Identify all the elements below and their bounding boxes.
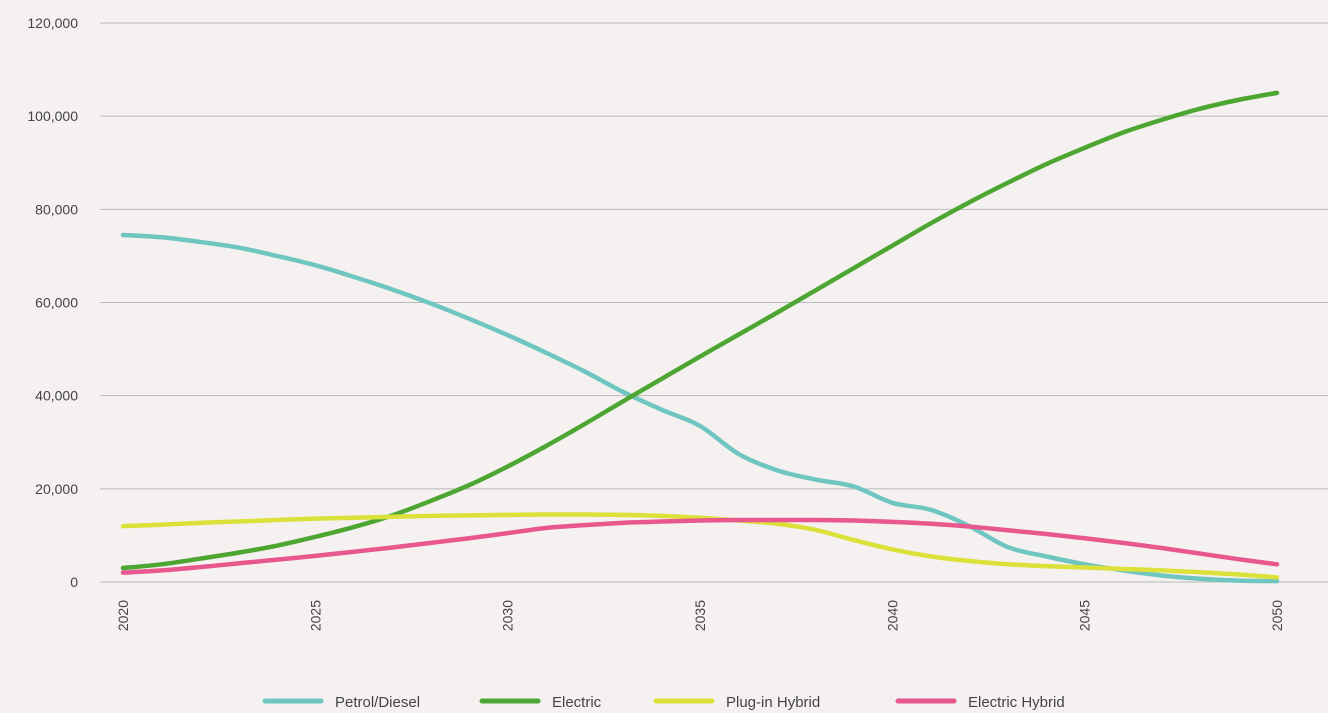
- x-tick-label: 2030: [500, 600, 516, 631]
- legend-item-electric-hybrid: Electric Hybrid: [895, 694, 1065, 711]
- series-line-electric-hybrid: [120, 517, 1280, 575]
- y-tick-label: 80,000: [35, 201, 78, 217]
- legend-item-plug-in-hybrid: Plug-in Hybrid: [653, 694, 820, 711]
- series-line-plug-in-hybrid: [120, 512, 1280, 580]
- x-tick-label: 2045: [1077, 600, 1093, 631]
- series-line-petrol-diesel: [120, 232, 1280, 584]
- y-tick-label: 100,000: [27, 108, 78, 124]
- x-tick-label: 2040: [884, 600, 900, 631]
- y-tick-label: 40,000: [35, 388, 78, 404]
- x-tick-label: 2025: [307, 600, 323, 631]
- series-line-electric: [120, 90, 1280, 571]
- y-tick-label: 0: [70, 574, 78, 590]
- legend-label: Electric: [552, 694, 602, 711]
- y-tick-label: 120,000: [27, 15, 78, 31]
- legend-item-electric: Electric: [479, 694, 602, 711]
- legend: Petrol/Diesel Electric Plug-in Hybrid Elect…: [262, 694, 1065, 711]
- y-tick-label: 60,000: [35, 295, 78, 311]
- legend-item-petrol-diesel: Petrol/Diesel: [262, 694, 420, 711]
- legend-label: Electric Hybrid: [968, 694, 1065, 711]
- x-tick-label: 2035: [692, 600, 708, 631]
- x-tick-label: 2020: [115, 600, 131, 631]
- series-lines: [120, 90, 1280, 584]
- x-axis-ticks: 2020 2025 2030 2035 2040 2045 2050: [115, 600, 1285, 631]
- x-tick-label: 2050: [1269, 600, 1285, 631]
- y-tick-label: 20,000: [35, 481, 78, 497]
- y-axis-ticks: 0 20,000 40,000 60,000 80,000 100,000 120,000: [27, 15, 78, 590]
- legend-label: Petrol/Diesel: [335, 694, 420, 711]
- grid-lines: [100, 22, 1328, 583]
- legend-label: Plug-in Hybrid: [726, 694, 820, 711]
